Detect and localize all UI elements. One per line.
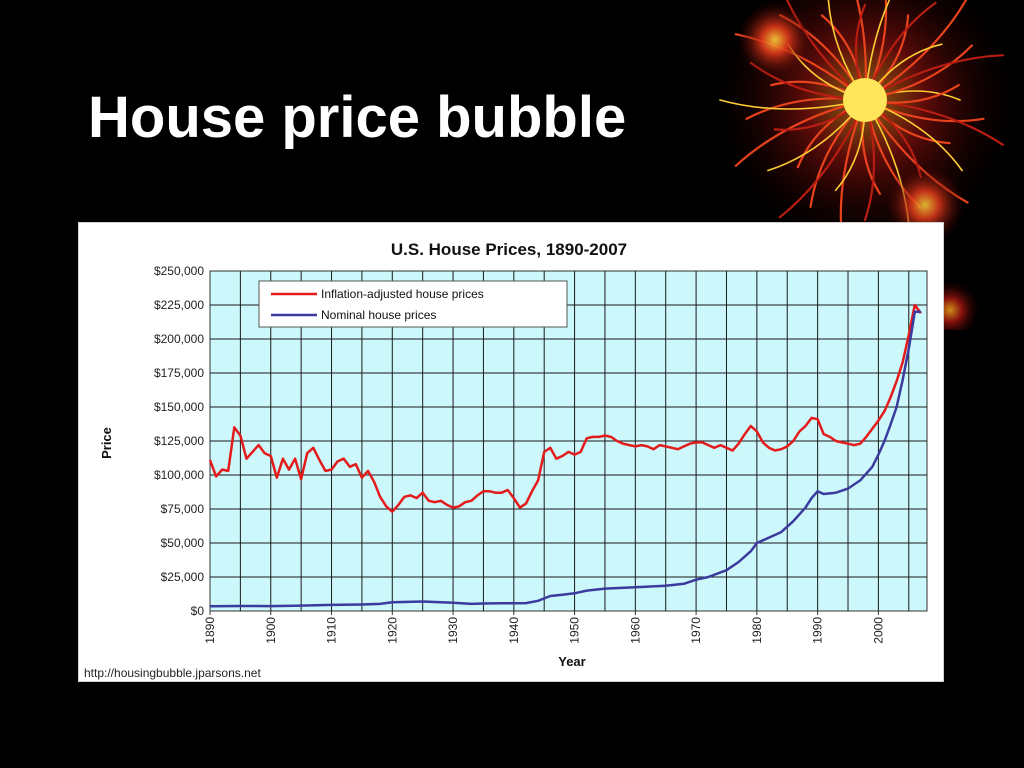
- series-line-inflation-adjusted: [208, 303, 922, 513]
- x-tick-label: 1980: [750, 617, 764, 644]
- x-tick-label: 1910: [325, 617, 339, 644]
- y-axis-title: Price: [99, 427, 114, 459]
- x-axis-title: Year: [558, 654, 585, 669]
- grid-lines: [210, 271, 927, 611]
- fireworks-decoration: [715, 0, 1015, 330]
- y-tick-label: $125,000: [154, 434, 204, 448]
- x-tick-label: 2000: [871, 617, 885, 644]
- firework-burst-top: [737, 2, 813, 78]
- y-tick-label: $225,000: [154, 298, 204, 312]
- x-tick-label: 1900: [264, 617, 278, 644]
- legend-box: [258, 280, 568, 328]
- y-tick-label: $200,000: [154, 332, 204, 346]
- chart-legend: Inflation-adjusted house prices Nominal …: [258, 280, 568, 328]
- y-tick-label: $25,000: [161, 570, 205, 584]
- x-tick-label: 1940: [507, 617, 521, 644]
- chart-panel: U.S. House Prices, 1890-2007 $0 $25,000 $5…: [78, 222, 944, 682]
- x-tick-label: 1890: [203, 617, 217, 644]
- series-line-nominal: [209, 310, 921, 608]
- x-tick-label: 1960: [628, 617, 642, 644]
- y-tick-label: $50,000: [161, 536, 205, 550]
- x-tick-label: 1970: [689, 617, 703, 644]
- y-tick-label: $150,000: [154, 400, 204, 414]
- y-tick-label: $75,000: [161, 502, 205, 516]
- x-axis-ticks: 1890 1900 1910 1920 1930 1940 1950 1960 1970 1980…: [203, 611, 885, 644]
- chart-title: U.S. House Prices, 1890-2007: [391, 240, 627, 259]
- y-tick-label: $100,000: [154, 468, 204, 482]
- y-tick-label: $175,000: [154, 366, 204, 380]
- x-tick-label: 1950: [568, 617, 582, 644]
- x-tick-label: 1930: [446, 617, 460, 644]
- legend-label-nominal: Nominal house prices: [321, 308, 436, 322]
- y-tick-label: $250,000: [154, 264, 204, 278]
- chart-source-url: http://housingbubble.jparsons.net: [84, 666, 261, 680]
- x-tick-label: 1920: [385, 617, 399, 644]
- x-tick-label: 1990: [811, 617, 825, 644]
- house-price-chart: U.S. House Prices, 1890-2007 $0 $25,000 $5…: [84, 240, 928, 680]
- y-tick-label: $0: [191, 604, 205, 618]
- slide-title: House price bubble: [88, 85, 627, 150]
- y-axis-ticks: $0 $25,000 $50,000 $75,000 $100,000 $125,000 $…: [154, 264, 204, 618]
- series-lines: [208, 303, 922, 608]
- legend-label-inflation-adjusted: Inflation-adjusted house prices: [321, 287, 484, 301]
- firework-burst-center: [843, 78, 887, 122]
